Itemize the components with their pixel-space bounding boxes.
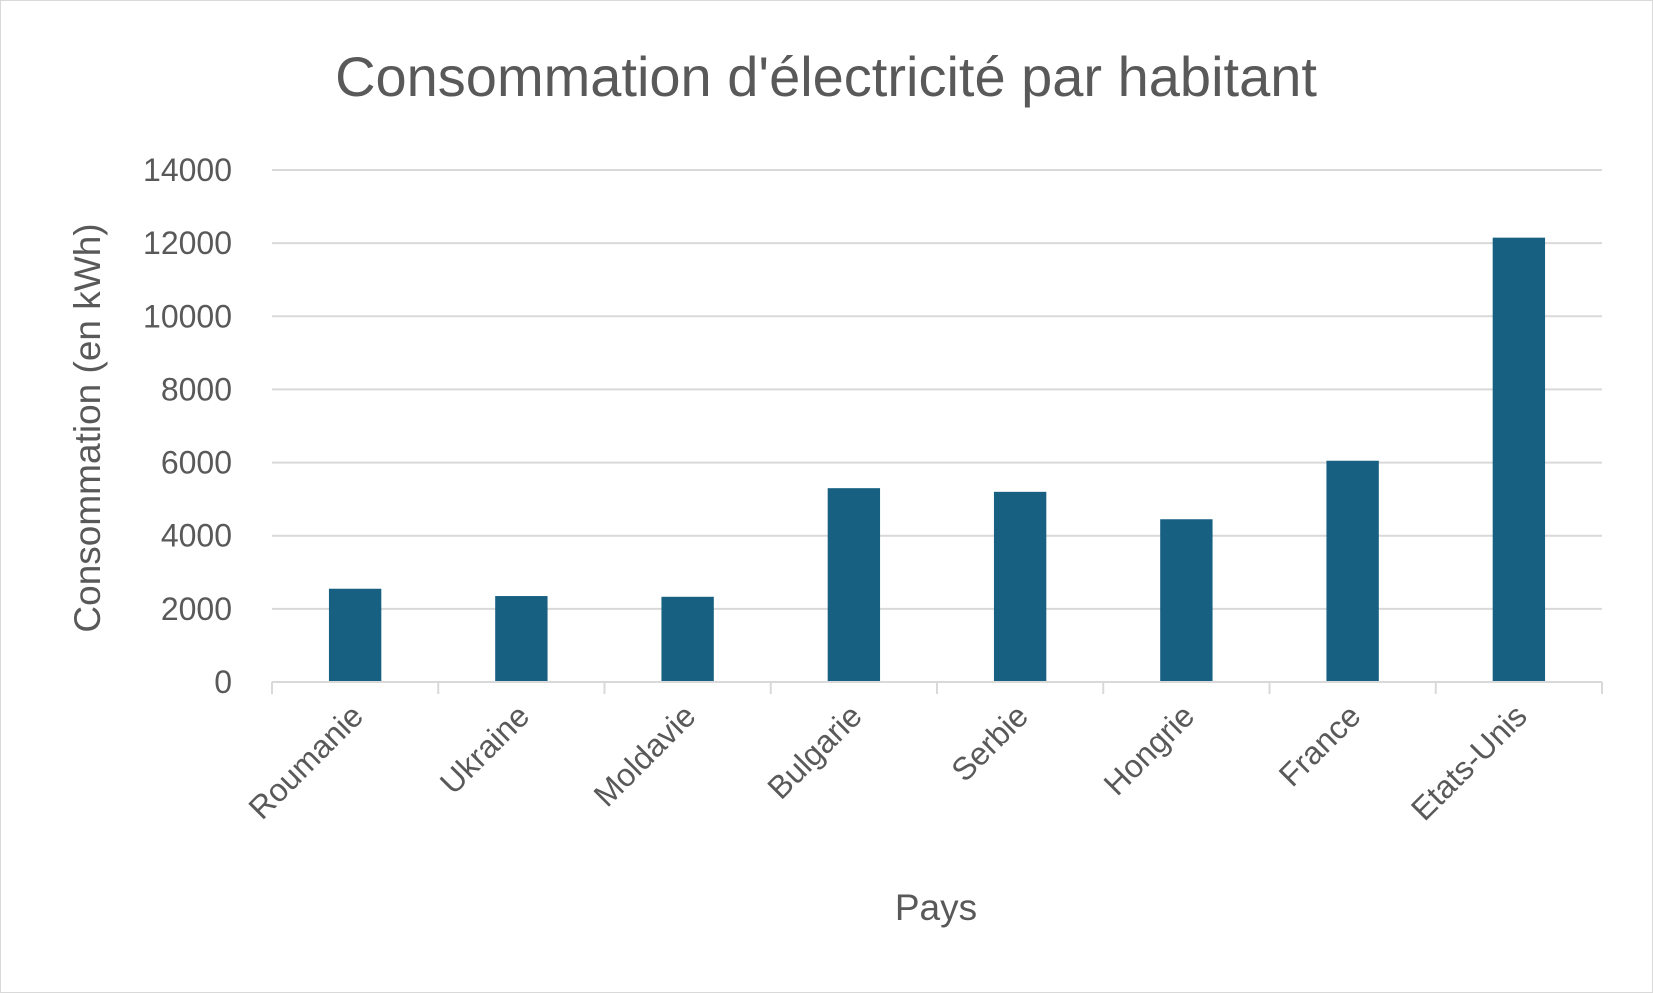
y-tick-label: 4000 xyxy=(161,518,232,554)
bar-bulgarie xyxy=(827,488,881,682)
y-axis-title: Consommation (en kWh) xyxy=(67,223,108,632)
x-category-label: Etats-Unis xyxy=(1404,697,1534,827)
y-tick-label: 14000 xyxy=(143,152,232,188)
gridlines xyxy=(272,169,1602,610)
y-tick-label: 12000 xyxy=(143,225,232,261)
y-tick-label: 2000 xyxy=(161,591,232,627)
x-category-label: Ukraine xyxy=(433,697,536,800)
bar-hongrie xyxy=(1160,519,1213,682)
y-tick-label: 6000 xyxy=(161,445,232,481)
x-category-label: France xyxy=(1272,697,1368,793)
y-tick-label: 0 xyxy=(214,664,232,700)
x-category-label: Bulgarie xyxy=(760,697,868,805)
y-tick-label: 10000 xyxy=(143,298,232,334)
bar-etats-unis xyxy=(1492,237,1546,682)
y-axis-ticks: 0 2000 4000 6000 8000 10000 12000 14000 xyxy=(143,152,232,700)
bar-roumanie xyxy=(328,588,382,682)
bar-moldavie xyxy=(661,596,714,682)
bar-ukraine xyxy=(495,596,548,682)
bar-france xyxy=(1326,460,1379,682)
x-category-label: Moldavie xyxy=(587,697,703,813)
y-tick-label: 8000 xyxy=(161,371,232,407)
x-axis-title: Pays xyxy=(895,887,977,928)
x-axis-categories: Roumanie Ukraine Moldavie Bulgarie Serbie Hon… xyxy=(241,697,1533,827)
chart-title: Consommation d'électricité par habitant xyxy=(335,45,1317,108)
x-category-label: Hongrie xyxy=(1097,697,1202,802)
bars xyxy=(328,237,1546,682)
x-axis xyxy=(271,681,1603,694)
x-category-label: Serbie xyxy=(944,697,1035,788)
bar-serbie xyxy=(993,491,1047,682)
x-category-label: Roumanie xyxy=(241,697,370,826)
